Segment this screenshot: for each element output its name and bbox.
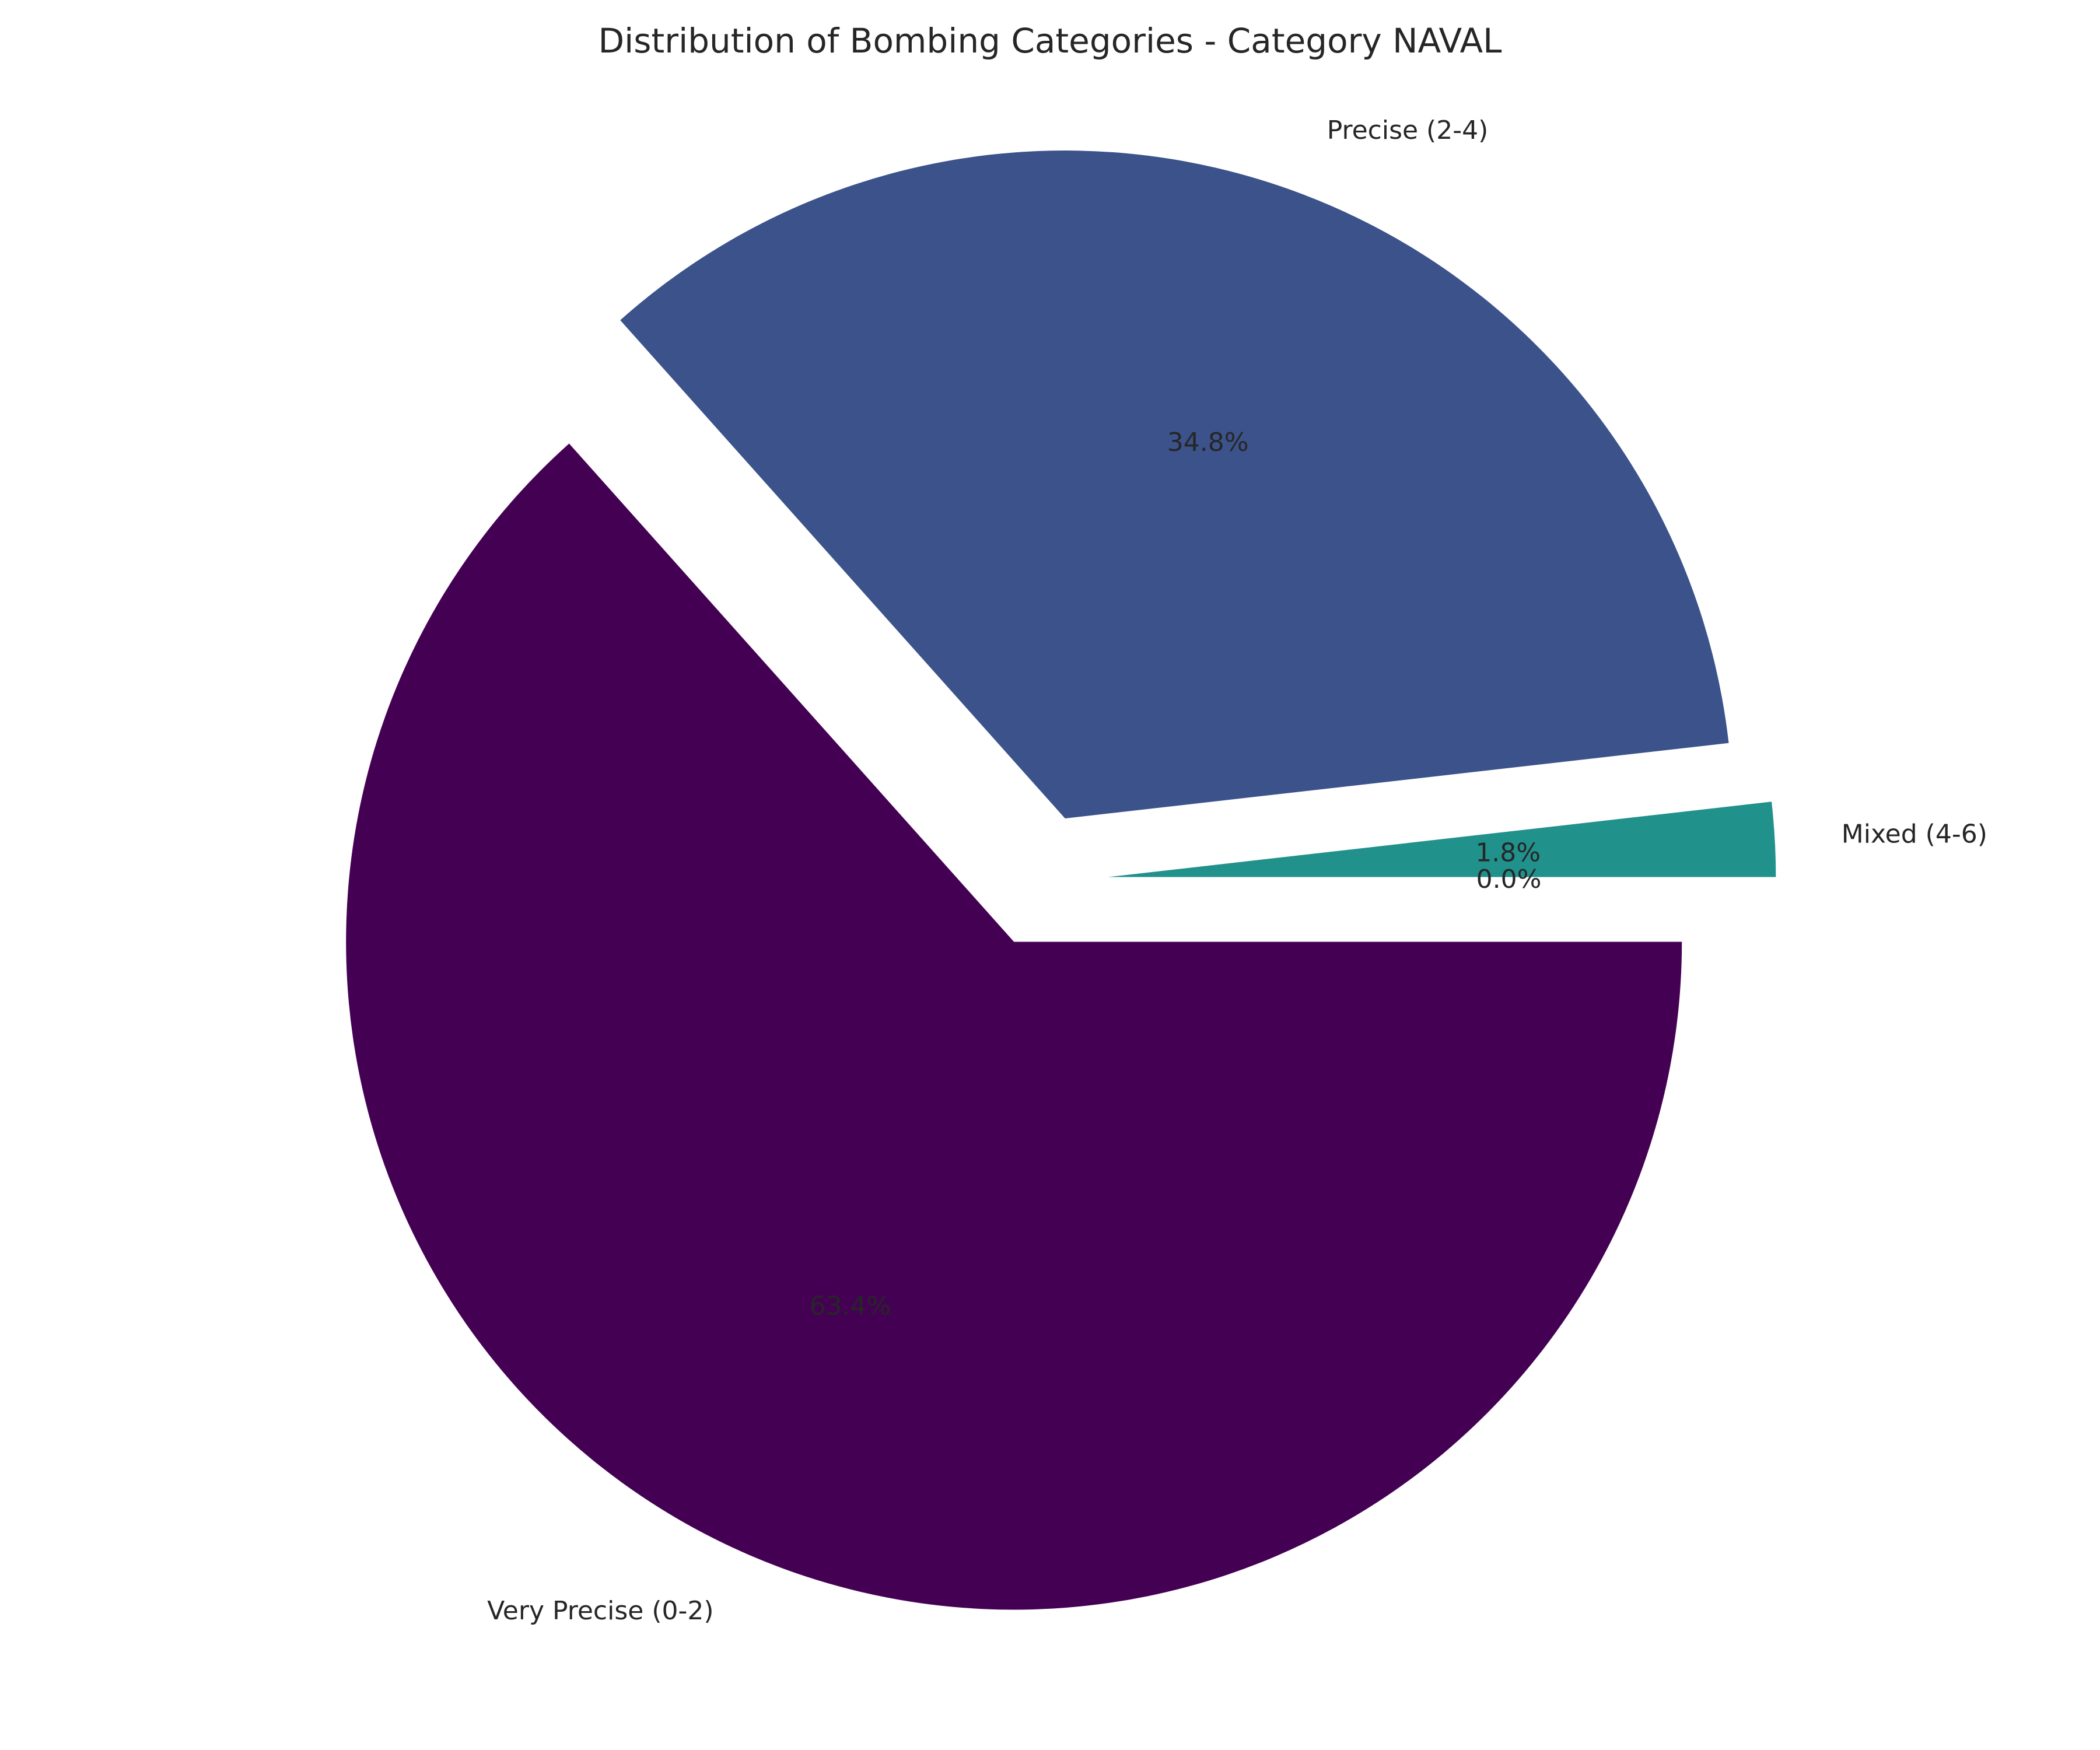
pie-slices — [346, 150, 1776, 1610]
percent-label-3: 0.0% — [1476, 864, 1542, 894]
pie-labels: Very Precise (0-2) 63.4% Precise (2-4) 34.8… — [487, 116, 1987, 1626]
chart-title: Distribution of Bombing Categories - Cat… — [598, 21, 1502, 61]
percent-label-0: 63.4% — [810, 1292, 891, 1321]
category-label-0: Very Precise (0-2) — [487, 1596, 713, 1626]
category-label-2: Mixed (4-6) — [1842, 819, 1987, 849]
pie-slice-0 — [346, 443, 1682, 1610]
pie-slice-1 — [620, 150, 1729, 819]
pie-slice-2 — [1108, 802, 1776, 877]
percent-label-2: 1.8% — [1475, 838, 1541, 868]
category-label-1: Precise (2-4) — [1327, 116, 1489, 145]
percent-label-1: 34.8% — [1167, 428, 1249, 457]
